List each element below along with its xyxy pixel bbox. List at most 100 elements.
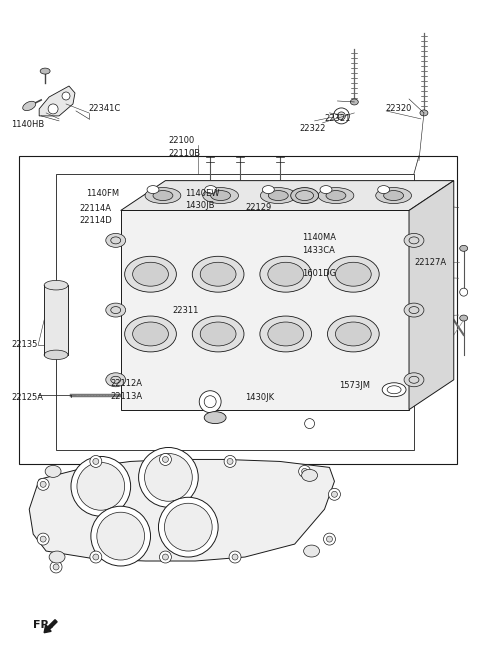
Ellipse shape <box>260 316 312 352</box>
Ellipse shape <box>23 101 36 111</box>
Ellipse shape <box>125 316 176 352</box>
Circle shape <box>305 419 314 428</box>
Circle shape <box>232 554 238 560</box>
Ellipse shape <box>384 191 404 201</box>
Text: 22341C: 22341C <box>89 104 121 113</box>
Ellipse shape <box>460 315 468 321</box>
Ellipse shape <box>460 245 468 251</box>
Ellipse shape <box>268 322 304 346</box>
Ellipse shape <box>44 280 68 290</box>
Ellipse shape <box>268 191 288 201</box>
Ellipse shape <box>106 234 126 247</box>
Polygon shape <box>120 180 454 211</box>
Text: 22320: 22320 <box>385 104 411 113</box>
Text: 22135: 22135 <box>12 340 38 350</box>
Circle shape <box>77 462 125 510</box>
Circle shape <box>159 453 171 465</box>
Bar <box>56 174 414 451</box>
Text: 1140HB: 1140HB <box>12 120 45 129</box>
Circle shape <box>144 453 192 501</box>
Ellipse shape <box>291 188 319 203</box>
Ellipse shape <box>382 382 406 397</box>
Ellipse shape <box>200 322 236 346</box>
Ellipse shape <box>49 551 65 563</box>
Circle shape <box>62 92 70 100</box>
Circle shape <box>199 391 221 413</box>
Ellipse shape <box>376 188 411 203</box>
Circle shape <box>301 468 308 474</box>
Circle shape <box>460 288 468 296</box>
Circle shape <box>53 564 59 570</box>
Circle shape <box>37 478 49 490</box>
Circle shape <box>162 554 168 560</box>
Ellipse shape <box>211 191 230 201</box>
Ellipse shape <box>301 470 318 482</box>
Ellipse shape <box>327 256 379 292</box>
Text: 22125A: 22125A <box>12 393 43 402</box>
Circle shape <box>332 491 337 497</box>
Ellipse shape <box>318 188 354 203</box>
Circle shape <box>165 503 212 551</box>
Circle shape <box>48 104 58 114</box>
Ellipse shape <box>132 262 168 286</box>
Ellipse shape <box>336 322 371 346</box>
Ellipse shape <box>404 373 424 387</box>
Text: 22127A: 22127A <box>414 258 446 267</box>
Text: 22100: 22100 <box>168 136 195 145</box>
Text: 1140FM: 1140FM <box>86 189 119 198</box>
Ellipse shape <box>145 188 181 203</box>
Ellipse shape <box>192 256 244 292</box>
Circle shape <box>227 459 233 464</box>
Ellipse shape <box>260 256 312 292</box>
Bar <box>19 155 457 464</box>
Circle shape <box>159 551 171 563</box>
Ellipse shape <box>44 350 68 359</box>
Ellipse shape <box>153 191 173 201</box>
Circle shape <box>90 551 102 563</box>
Text: FR.: FR. <box>33 620 54 630</box>
Circle shape <box>40 536 46 542</box>
Circle shape <box>158 497 218 557</box>
Circle shape <box>324 533 336 545</box>
Polygon shape <box>44 285 68 355</box>
Text: 22311: 22311 <box>172 306 199 315</box>
Text: 22114D: 22114D <box>79 216 112 225</box>
Polygon shape <box>120 211 409 409</box>
FancyArrow shape <box>44 620 57 632</box>
Text: 1140EW: 1140EW <box>185 189 220 198</box>
Ellipse shape <box>263 186 274 194</box>
Circle shape <box>162 457 168 462</box>
Circle shape <box>139 447 198 507</box>
Ellipse shape <box>40 68 50 74</box>
Text: 22321: 22321 <box>324 114 351 123</box>
Circle shape <box>97 512 144 560</box>
Text: 1140MA: 1140MA <box>301 233 336 242</box>
Circle shape <box>328 488 340 501</box>
Text: 22114A: 22114A <box>79 204 111 213</box>
Ellipse shape <box>260 188 296 203</box>
Circle shape <box>337 112 346 120</box>
Text: 1430JB: 1430JB <box>185 201 215 210</box>
Circle shape <box>93 554 99 560</box>
Ellipse shape <box>200 262 236 286</box>
Text: 1601DG: 1601DG <box>301 269 336 277</box>
Circle shape <box>37 533 49 545</box>
Ellipse shape <box>420 110 428 116</box>
Ellipse shape <box>404 303 424 317</box>
Circle shape <box>50 561 62 573</box>
Ellipse shape <box>404 234 424 247</box>
Text: 1433CA: 1433CA <box>301 246 335 255</box>
Ellipse shape <box>147 186 159 194</box>
Circle shape <box>224 455 236 468</box>
Circle shape <box>326 536 333 542</box>
Text: 22112A: 22112A <box>111 379 143 388</box>
Ellipse shape <box>203 188 239 203</box>
Ellipse shape <box>268 262 304 286</box>
Circle shape <box>90 455 102 468</box>
Ellipse shape <box>106 303 126 317</box>
Ellipse shape <box>132 322 168 346</box>
Circle shape <box>334 108 349 124</box>
Ellipse shape <box>125 256 176 292</box>
Polygon shape <box>39 86 75 116</box>
Text: 22129: 22129 <box>245 203 271 212</box>
